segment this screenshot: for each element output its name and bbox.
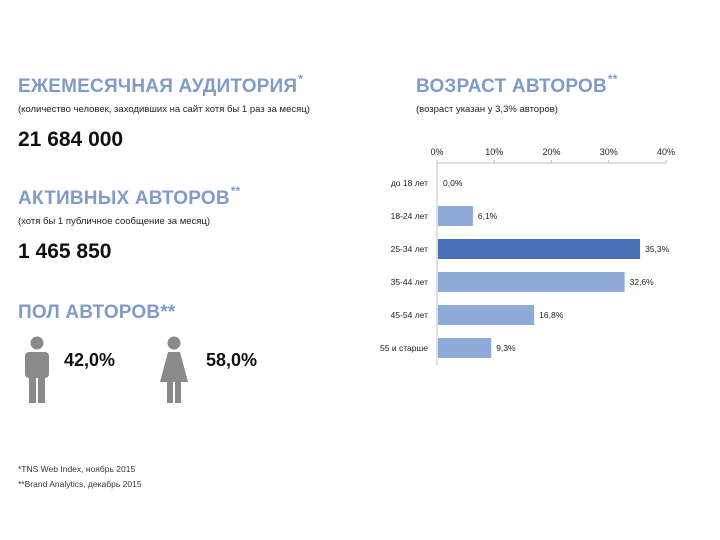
footnote-2: **Brand Analytics, декабрь 2015 [18, 479, 142, 489]
category-label: 25-34 лет [391, 244, 429, 254]
category-label: 35-44 лет [391, 277, 429, 287]
x-tick-label: 20% [542, 147, 560, 157]
male-percent: 42,0% [64, 350, 116, 370]
value-label: 6,1% [478, 211, 498, 221]
value-label: 35,3% [645, 244, 670, 254]
male-person-icon [25, 336, 49, 403]
bar [438, 239, 641, 259]
bar [438, 272, 625, 292]
active-authors-title: АКТИВНЫХ АВТОРОВ** [18, 184, 241, 209]
category-label: 45-54 лет [391, 310, 429, 320]
bar [438, 305, 535, 325]
active-authors-value: 1 465 850 [18, 240, 112, 263]
footnotes: *TNS Web Index, ноябрь 2015 **Brand Anal… [18, 462, 142, 492]
x-tick-label: 0% [430, 147, 443, 157]
bar [438, 206, 473, 226]
x-tick-label: 10% [485, 147, 503, 157]
value-label: 16,8% [539, 310, 564, 320]
category-label: 55 и старше [380, 343, 428, 353]
chart-subtitle: (возраст указан у 3,3% авторов) [416, 104, 558, 115]
female-percent: 58,0% [206, 350, 258, 370]
x-tick-label: 30% [600, 147, 618, 157]
bar [438, 338, 492, 358]
footnote-1: *TNS Web Index, ноябрь 2015 [18, 464, 136, 474]
value-label: 0,0% [443, 178, 463, 188]
female-person-icon [160, 336, 188, 403]
value-label: 32,6% [630, 277, 655, 287]
gender-title: ПОЛ АВТОРОВ** [18, 302, 176, 323]
audience-value: 21 684 000 [18, 128, 124, 151]
audience-title: ЕЖЕМЕСЯЧНАЯ АУДИТОРИЯ* [18, 72, 304, 97]
chart-title: ВОЗРАСТ АВТОРОВ** [416, 72, 618, 97]
value-label: 9,3% [496, 343, 516, 353]
category-label: 18-24 лет [391, 211, 429, 221]
audience-subtitle: (количество человек, заходивших на сайт … [18, 104, 310, 115]
active-authors-subtitle: (хотя бы 1 публичное сообщение за месяц) [18, 216, 211, 227]
category-label: до 18 лет [391, 178, 428, 188]
x-tick-label: 40% [657, 147, 675, 157]
